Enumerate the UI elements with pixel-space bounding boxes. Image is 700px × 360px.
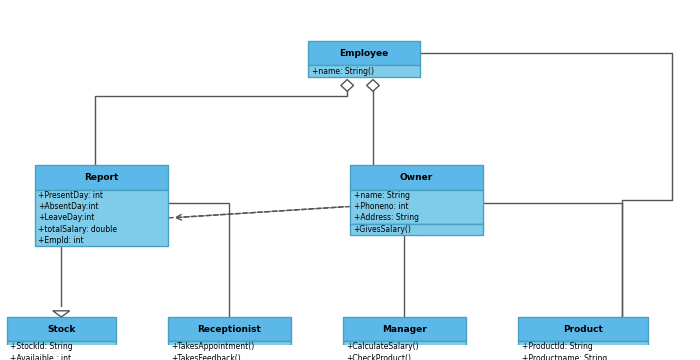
FancyBboxPatch shape [343, 341, 466, 360]
FancyBboxPatch shape [168, 341, 290, 360]
FancyBboxPatch shape [518, 317, 648, 341]
FancyBboxPatch shape [350, 165, 483, 189]
Polygon shape [367, 80, 379, 91]
FancyBboxPatch shape [7, 341, 116, 360]
Text: +PresentDay: int: +PresentDay: int [38, 191, 104, 200]
Text: Manager: Manager [382, 325, 426, 334]
Text: Employee: Employee [340, 49, 389, 58]
FancyBboxPatch shape [350, 189, 483, 224]
FancyBboxPatch shape [7, 317, 116, 341]
FancyBboxPatch shape [350, 224, 483, 235]
FancyBboxPatch shape [518, 341, 648, 360]
Text: +Address: String: +Address: String [354, 213, 419, 222]
Text: +AbsentDay:int: +AbsentDay:int [38, 202, 99, 211]
FancyBboxPatch shape [168, 317, 290, 341]
Text: Receptionist: Receptionist [197, 325, 261, 334]
Text: +LeaveDay:int: +LeaveDay:int [38, 213, 95, 222]
Text: Owner: Owner [400, 173, 433, 182]
Text: +totalSalary: double: +totalSalary: double [38, 225, 118, 234]
Text: Stock: Stock [47, 325, 76, 334]
Text: +GivesSalary(): +GivesSalary() [354, 225, 412, 234]
Text: +Productname: String: +Productname: String [522, 354, 607, 360]
Text: +name: String(): +name: String() [312, 67, 374, 76]
Text: +CalculateSalary(): +CalculateSalary() [346, 342, 419, 351]
FancyBboxPatch shape [35, 165, 168, 189]
Text: +EmpId: int: +EmpId: int [38, 236, 84, 245]
FancyBboxPatch shape [35, 189, 168, 246]
Text: +Phoneno: int: +Phoneno: int [354, 202, 408, 211]
Text: +StockId: String: +StockId: String [10, 342, 73, 351]
Text: +name: String: +name: String [354, 191, 410, 200]
Text: +TakesFeedback(): +TakesFeedback() [172, 354, 242, 360]
FancyBboxPatch shape [343, 317, 466, 341]
FancyBboxPatch shape [308, 41, 420, 66]
Text: +Availaible : int: +Availaible : int [10, 354, 71, 360]
Polygon shape [53, 311, 69, 317]
Text: Product: Product [563, 325, 603, 334]
FancyBboxPatch shape [308, 66, 420, 77]
Text: +TakesAppointment(): +TakesAppointment() [172, 342, 255, 351]
Text: Report: Report [84, 173, 119, 182]
Text: +CheckProduct(): +CheckProduct() [346, 354, 412, 360]
Text: +ProductId: String: +ProductId: String [522, 342, 592, 351]
Polygon shape [341, 80, 354, 91]
